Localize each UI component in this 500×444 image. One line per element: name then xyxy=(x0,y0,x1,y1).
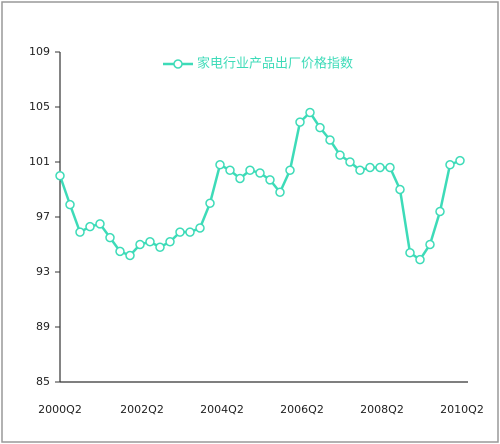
y-tick-label: 101 xyxy=(29,155,50,168)
point xyxy=(315,122,325,133)
y-tick-label: 85 xyxy=(36,375,50,388)
point xyxy=(305,107,315,118)
point xyxy=(115,246,125,257)
point xyxy=(205,198,215,208)
point xyxy=(125,250,135,261)
point xyxy=(225,165,235,175)
point xyxy=(165,237,175,247)
point xyxy=(325,135,335,145)
point xyxy=(295,117,305,127)
legend-label: 家电行业产品出厂价格指数 xyxy=(197,56,353,72)
y-tick-label: 89 xyxy=(36,320,50,333)
point xyxy=(85,221,95,232)
point xyxy=(145,237,155,247)
point xyxy=(445,160,455,170)
point xyxy=(135,239,145,250)
x-tick-label: 2010Q2 xyxy=(440,403,484,416)
legend-marker xyxy=(173,59,183,69)
point xyxy=(355,165,365,175)
point xyxy=(235,173,245,184)
x-tick-label: 2002Q2 xyxy=(120,403,164,416)
x-tick-label: 2000Q2 xyxy=(38,403,82,416)
point xyxy=(245,165,255,175)
point xyxy=(455,155,465,166)
point xyxy=(375,162,385,173)
point xyxy=(285,165,295,175)
point xyxy=(175,227,185,237)
x-tick-label: 2006Q2 xyxy=(280,403,324,416)
point xyxy=(255,168,265,178)
point xyxy=(435,206,445,217)
point xyxy=(75,227,85,237)
point xyxy=(425,239,435,250)
point xyxy=(55,171,65,181)
point xyxy=(395,184,405,195)
point xyxy=(185,227,195,237)
point xyxy=(155,242,165,252)
y-tick-label: 93 xyxy=(36,265,50,278)
point xyxy=(385,162,395,173)
point xyxy=(105,232,115,243)
point xyxy=(345,157,355,167)
point xyxy=(215,160,225,170)
point xyxy=(65,199,75,210)
point xyxy=(415,254,425,265)
y-tick-label: 109 xyxy=(29,45,50,58)
point xyxy=(405,248,415,258)
point xyxy=(95,219,105,229)
x-tick-label: 2008Q2 xyxy=(360,403,404,416)
y-tick-label: 105 xyxy=(29,100,50,113)
point xyxy=(275,187,285,197)
point xyxy=(335,150,345,160)
y-tick-label: 97 xyxy=(36,210,50,223)
point xyxy=(365,162,375,173)
x-tick-label: 2004Q2 xyxy=(200,403,244,416)
point xyxy=(195,223,205,233)
point xyxy=(265,175,275,185)
